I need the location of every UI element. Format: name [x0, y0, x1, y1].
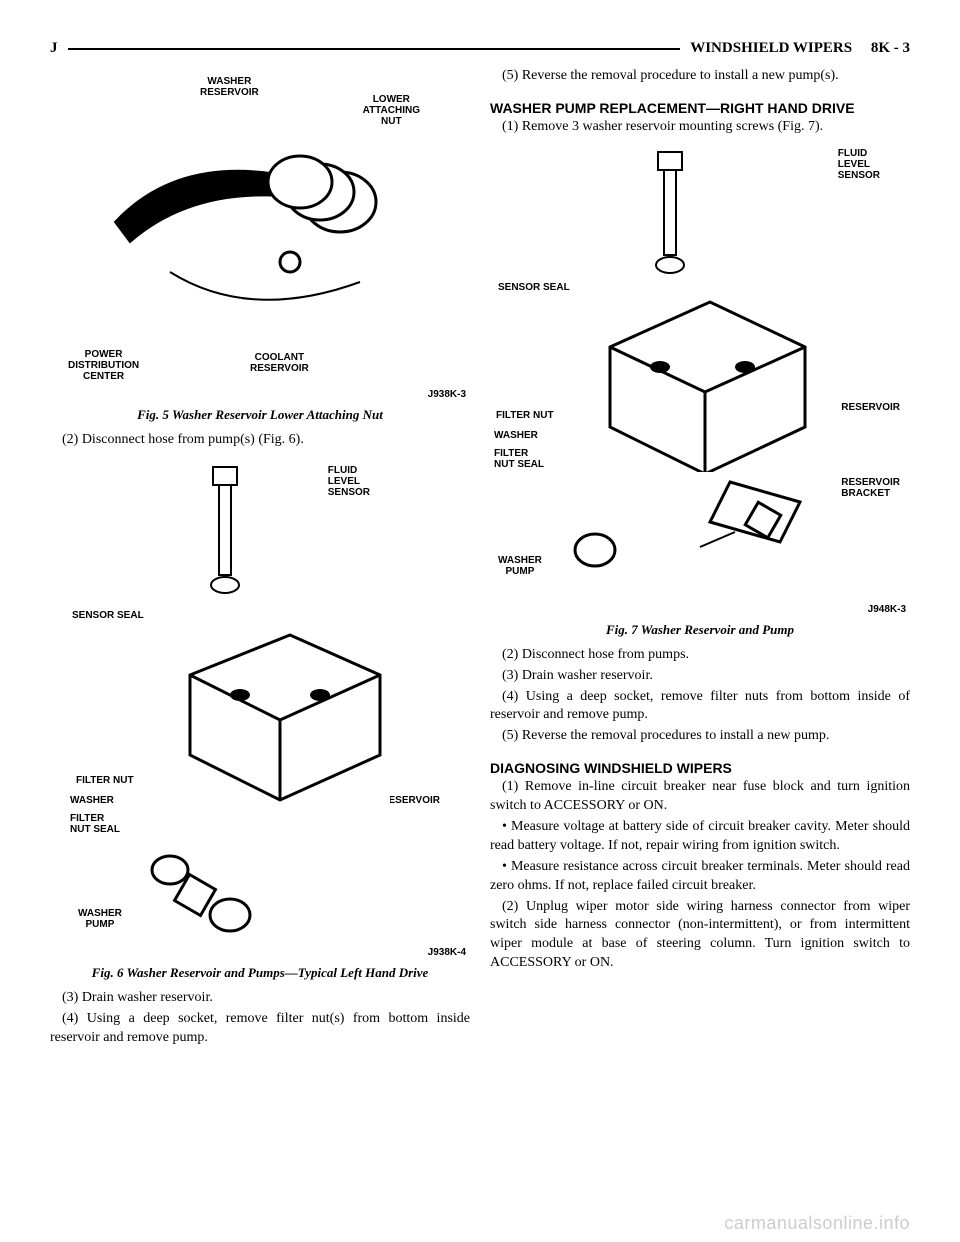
fig6-code: J938K-4 — [428, 947, 466, 958]
fig6-label-reservoir: RESERVOIR — [381, 795, 440, 806]
fig7-label-washer: WASHER — [494, 430, 538, 441]
fig7-label-washer-pump: WASHERPUMP — [498, 555, 542, 577]
content-columns: WASHERRESERVOIR LOWERATTACHINGNUT POWERD… — [50, 67, 910, 1050]
header-right: WINDSHIELD WIPERS 8K - 3 — [690, 40, 910, 57]
watermark: carmanualsonline.info — [724, 1213, 910, 1234]
after-fig7-3: (3) Drain washer reservoir. — [490, 667, 910, 686]
fig5-label-pdc: POWERDISTRIBUTIONCENTER — [68, 349, 139, 382]
header-left: J — [50, 40, 58, 57]
fig7-label-filter-nut-seal: FILTERNUT SEAL — [494, 448, 544, 470]
fig7-code: J948K-3 — [868, 604, 906, 615]
heading-washer-pump-rhd: WASHER PUMP REPLACEMENT—RIGHT HAND DRIVE — [490, 100, 910, 116]
after-fig7-2: (2) Disconnect hose from pumps. — [490, 646, 910, 665]
left-para-3: (3) Drain washer reservoir. — [50, 989, 470, 1008]
fig5-label-lower-attaching-nut: LOWERATTACHINGNUT — [363, 94, 420, 127]
page-header: J WINDSHIELD WIPERS 8K - 3 — [50, 40, 910, 57]
after-fig7-4: (4) Using a deep socket, remove filter n… — [490, 688, 910, 726]
left-para-4: (4) Using a deep socket, remove filter n… — [50, 1010, 470, 1048]
right-top-para: (5) Reverse the removal procedure to ins… — [490, 67, 910, 86]
header-rule — [68, 48, 681, 50]
fig5-code: J938K-3 — [428, 389, 466, 400]
fig7-pump-bracket-icon — [550, 472, 830, 592]
fig5-label-coolant-reservoir: COOLANTRESERVOIR — [250, 352, 309, 374]
fig6-pump-icon — [130, 835, 270, 945]
diag-bullet-2: • Measure resistance across circuit brea… — [490, 858, 910, 896]
fig7-label-sensor-seal: SENSOR SEAL — [498, 282, 570, 293]
fig6-sketch-icon — [170, 625, 390, 805]
text-step2: (2) Disconnect hose from pump(s) (Fig. 6… — [50, 431, 470, 450]
fig7-caption: Fig. 7 Washer Reservoir and Pump — [490, 622, 910, 638]
diag-1: (1) Remove in-line circuit breaker near … — [490, 778, 910, 816]
fig6-sensor-icon — [195, 465, 255, 615]
right-column: (5) Reverse the removal procedure to ins… — [490, 67, 910, 1050]
fig6-label-sensor-seal: SENSOR SEAL — [72, 610, 144, 621]
heading-diagnosing-wipers: DIAGNOSING WINDSHIELD WIPERS — [490, 760, 910, 776]
fig6-label-filter-nut-seal: FILTERNUT SEAL — [70, 813, 120, 835]
header-page: 8K - 3 — [871, 40, 910, 56]
fig6-label-fluid-level-sensor: FLUIDLEVELSENSOR — [328, 465, 370, 498]
figure-6: FLUIDLEVELSENSOR SENSOR SEAL FILTER NUT … — [50, 455, 470, 960]
diag-bullet-1: • Measure voltage at battery side of cir… — [490, 818, 910, 856]
figure-5: WASHERRESERVOIR LOWERATTACHINGNUT POWERD… — [50, 72, 470, 402]
figure-7: FLUIDLEVELSENSOR SENSOR SEAL FILTER NUT … — [490, 142, 910, 617]
diag-2: (2) Unplug wiper motor side wiring harne… — [490, 898, 910, 974]
fig6-label-filter-nut: FILTER NUT — [76, 775, 134, 786]
fig7-sketch-icon — [590, 292, 820, 482]
fig6-label-washer: WASHER — [70, 795, 114, 806]
fig5-label-washer-reservoir: WASHERRESERVOIR — [200, 76, 259, 98]
fig5-sketch-icon — [110, 132, 410, 332]
fig7-label-fluid-level-sensor: FLUIDLEVELSENSOR — [838, 148, 880, 181]
header-title: WINDSHIELD WIPERS — [690, 40, 852, 56]
after-fig7-5: (5) Reverse the removal procedures to in… — [490, 727, 910, 746]
fig7-label-filter-nut: FILTER NUT — [496, 410, 554, 421]
left-column: WASHERRESERVOIR LOWERATTACHINGNUT POWERD… — [50, 67, 470, 1050]
fig7-sensor-icon — [640, 150, 700, 290]
rhd-step1: (1) Remove 3 washer reservoir mounting s… — [490, 118, 910, 137]
fig7-label-reservoir-bracket: RESERVOIRBRACKET — [841, 477, 900, 499]
fig7-label-reservoir: RESERVOIR — [841, 402, 900, 413]
fig6-caption: Fig. 6 Washer Reservoir and Pumps—Typica… — [50, 965, 470, 981]
fig5-caption: Fig. 5 Washer Reservoir Lower Attaching … — [50, 407, 470, 423]
fig6-label-washer-pump: WASHERPUMP — [78, 908, 122, 930]
